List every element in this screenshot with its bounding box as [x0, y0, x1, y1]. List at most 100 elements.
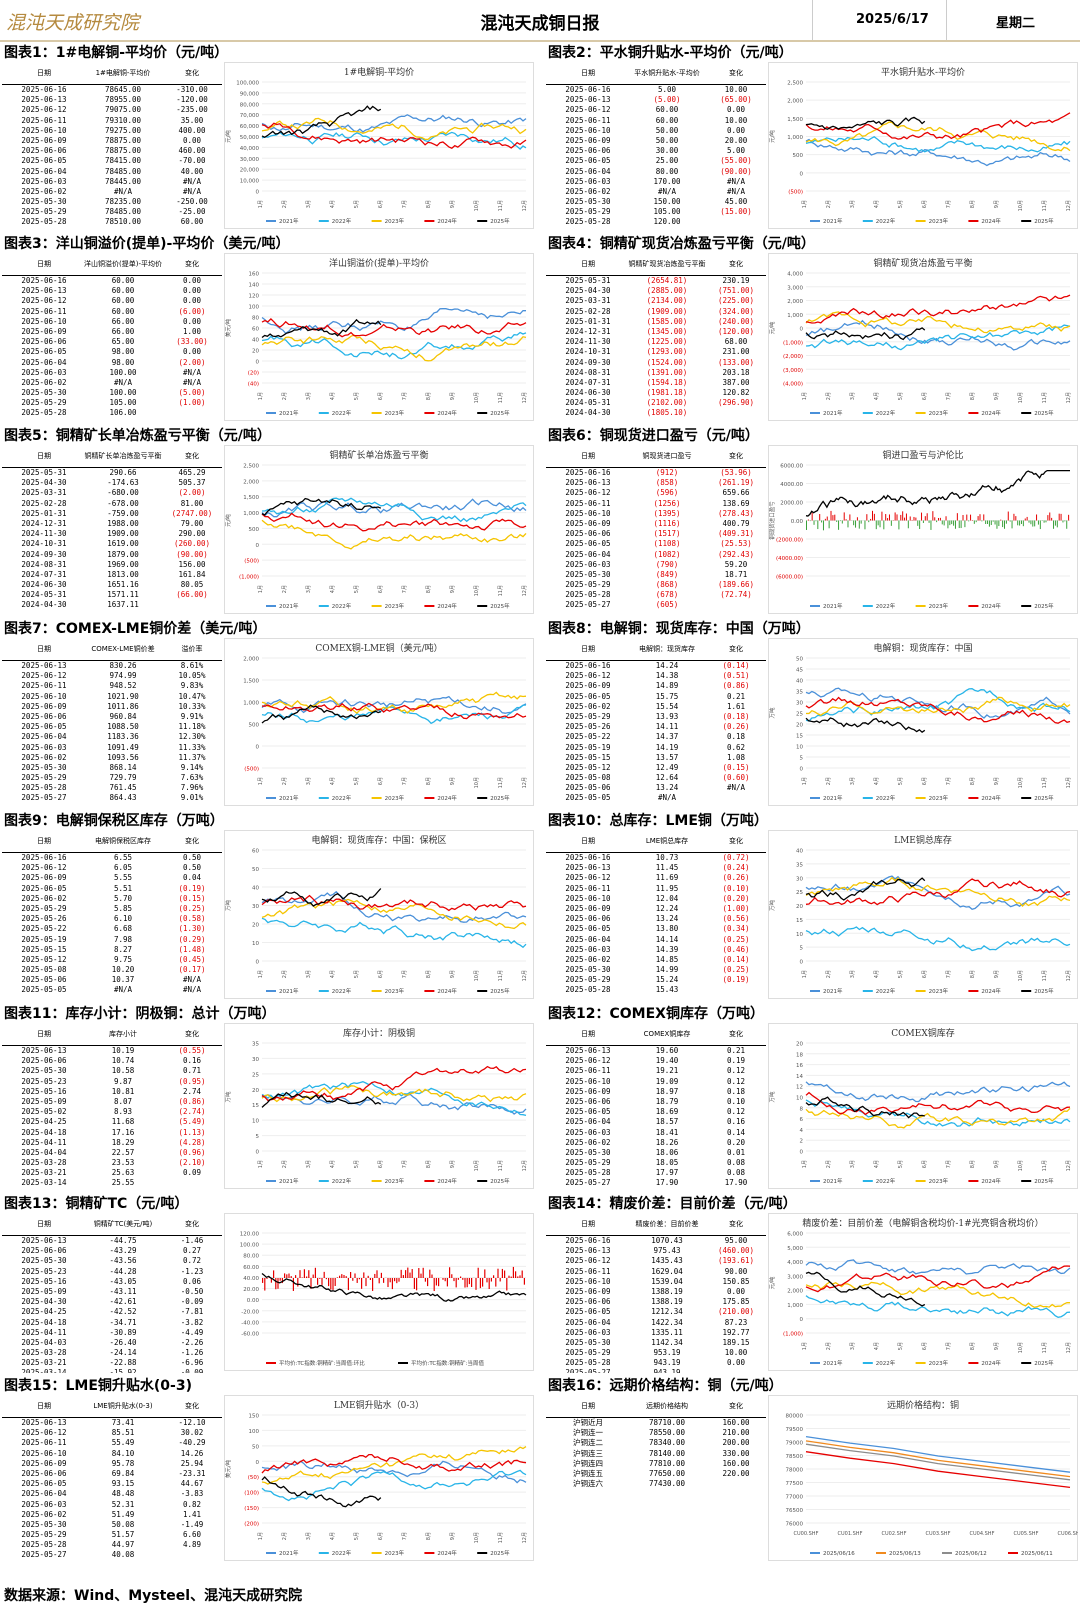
- table-cell: 2025-06-02: [21, 1509, 67, 1519]
- x-tick-label: 9月: [450, 200, 456, 208]
- x-tick-label: 5月: [898, 777, 904, 785]
- table-cell: 2025-06-06: [565, 146, 611, 156]
- table-cell: 1619.00: [107, 539, 139, 549]
- bar: [945, 516, 947, 521]
- table-row: 2025-06-06 10.74 0.16: [2, 1056, 222, 1066]
- table-cell: #N/A: [113, 186, 133, 196]
- table-row: 2025-05-27 943.19: [546, 1368, 766, 1373]
- table-cell: (409.31): [717, 529, 755, 539]
- bar: [466, 1278, 468, 1288]
- y-tick-label: 0: [256, 745, 260, 751]
- bar: [438, 1278, 440, 1287]
- legend-label: 2025年: [490, 1549, 510, 1557]
- y-tick-label: 6,000: [787, 1232, 803, 1238]
- bar: [932, 511, 934, 521]
- bar: [1054, 520, 1056, 526]
- legend-label: 2025/06/13: [889, 1551, 921, 1557]
- table-cell: 2025-05-27: [21, 1550, 67, 1560]
- table-cell: 98.00: [111, 347, 135, 357]
- y-tick-label: 8: [800, 1106, 804, 1112]
- table-cell: 2025-05-12: [565, 762, 611, 772]
- table-cell: 2025-03-21: [21, 1358, 67, 1368]
- y-tick-label: 60.00: [243, 1265, 259, 1271]
- legend-label: 2021年: [823, 1177, 843, 1185]
- table-row: 2025-05-27 864.43 9.01%: [2, 793, 222, 803]
- bar: [350, 1272, 352, 1278]
- table-header: 日期 LME铜升贴水(0-3) 变化: [2, 1395, 222, 1418]
- data-table: 日期 电解铜：现货库存 变化 2025-06-16 14.24 (0.14) 2025-06…: [546, 638, 766, 804]
- bar: [911, 519, 913, 521]
- table-row: 2025-06-05 15.75 0.21: [546, 692, 766, 702]
- series-line: [805, 717, 926, 734]
- table-cell: 25.00: [655, 156, 679, 166]
- table-cell: -120.00: [176, 95, 208, 105]
- x-tick-label: 2月: [282, 777, 288, 785]
- bar: [365, 1278, 367, 1287]
- table-cell: 2025-05-29: [565, 207, 611, 217]
- table-row: 2025-05-29 (868) (189.66): [546, 580, 766, 590]
- table-cell: -43.11: [109, 1286, 137, 1296]
- table-row: 2025-06-05 93.15 44.67: [2, 1479, 222, 1489]
- bar: [1028, 520, 1030, 523]
- bar: [904, 517, 906, 521]
- x-tick-label: 8月: [426, 777, 432, 785]
- table-cell: 974.99: [109, 671, 137, 681]
- table-cell: 18.41: [655, 1127, 679, 1137]
- bar: [954, 520, 956, 529]
- bar: [427, 1278, 429, 1287]
- x-tick-label: 3月: [850, 1342, 856, 1350]
- y-tick-label: (4000.00): [776, 556, 803, 562]
- table-cell: 10.81: [111, 1086, 135, 1096]
- y-tick-label: 80.00: [243, 1254, 259, 1260]
- table-row: 2025-05-12 9.75 (0.45): [2, 955, 222, 965]
- table-cell: (292.43): [717, 549, 755, 559]
- table-cell: 2025-05-22: [21, 924, 67, 934]
- bar: [949, 520, 951, 526]
- table-cell: -7.81: [180, 1307, 204, 1317]
- x-tick-label: 11月: [498, 777, 504, 788]
- chart-title: 库存小计：阴极铜: [343, 1027, 415, 1039]
- table-row: 2025-05-30 78235.00 -250.00: [2, 197, 222, 207]
- table-row: 2025-04-25 -42.52 -7.81: [2, 1307, 222, 1317]
- table-row: 2024-04-30 1637.11: [2, 600, 222, 610]
- bar: [303, 1269, 305, 1278]
- table-cell: -1.46: [180, 1236, 204, 1245]
- y-tick-label: 30: [796, 876, 803, 882]
- table-cell: 2025-06-09: [565, 135, 611, 145]
- table-row: 2025-05-06 10.37 #N/A: [2, 975, 222, 985]
- table-cell: (1585.00): [646, 316, 688, 326]
- table-cell: 2025-05-12: [21, 954, 67, 964]
- y-tick-label: 1,500: [243, 679, 259, 685]
- table-cell: 0.50: [182, 853, 202, 862]
- bar: [1037, 520, 1039, 525]
- table-cell: (0.15): [178, 893, 206, 903]
- data-table: 日期 远期价格结构 变化 沪铜近月 78710.00 160.00 沪铜连一 78550.00…: [546, 1395, 766, 1489]
- column-header: 变化: [185, 837, 199, 845]
- bar: [275, 1278, 277, 1290]
- y-tick-label: 0: [256, 543, 260, 549]
- table-cell: (0.29): [178, 934, 206, 944]
- table-cell: 14.11: [655, 722, 679, 732]
- table-cell: 2025-05-30: [21, 388, 67, 398]
- table-cell: 40.00: [180, 166, 204, 176]
- table-cell: 6.60: [182, 1530, 202, 1540]
- legend-label: 2022年: [876, 1359, 896, 1367]
- data-table: 日期 铜精矿现货冶炼盈亏平衡 变化 2025-05-31 (2654.81) 230.19…: [546, 253, 766, 419]
- table-cell: 953.19: [653, 1348, 681, 1358]
- panel-title: 图表12：COMEX铜库存（万吨）: [548, 1006, 764, 1022]
- table-cell: 2025-06-06: [21, 711, 67, 721]
- bar: [449, 1267, 451, 1278]
- x-tick-label: 12月: [522, 392, 528, 403]
- series-line: [805, 1271, 926, 1307]
- table-cell: 2024-10-31: [565, 347, 611, 357]
- table-cell: -0.50: [180, 1286, 204, 1296]
- table-cell: -3.82: [180, 1317, 204, 1327]
- table-row: 2025-06-04 80.00 (90.00): [546, 167, 766, 177]
- table-cell: 2025-06-03: [21, 742, 67, 752]
- table-row: 2025-05-12 12.49 (0.15): [546, 763, 766, 773]
- table-row: 2025-05-22 6.68 (1.30): [2, 924, 222, 934]
- table-cell: 0.12: [726, 1066, 746, 1076]
- table-cell: 1422.34: [651, 1317, 683, 1327]
- chart-frame: [768, 253, 1078, 421]
- table-cell: 465.29: [178, 468, 206, 477]
